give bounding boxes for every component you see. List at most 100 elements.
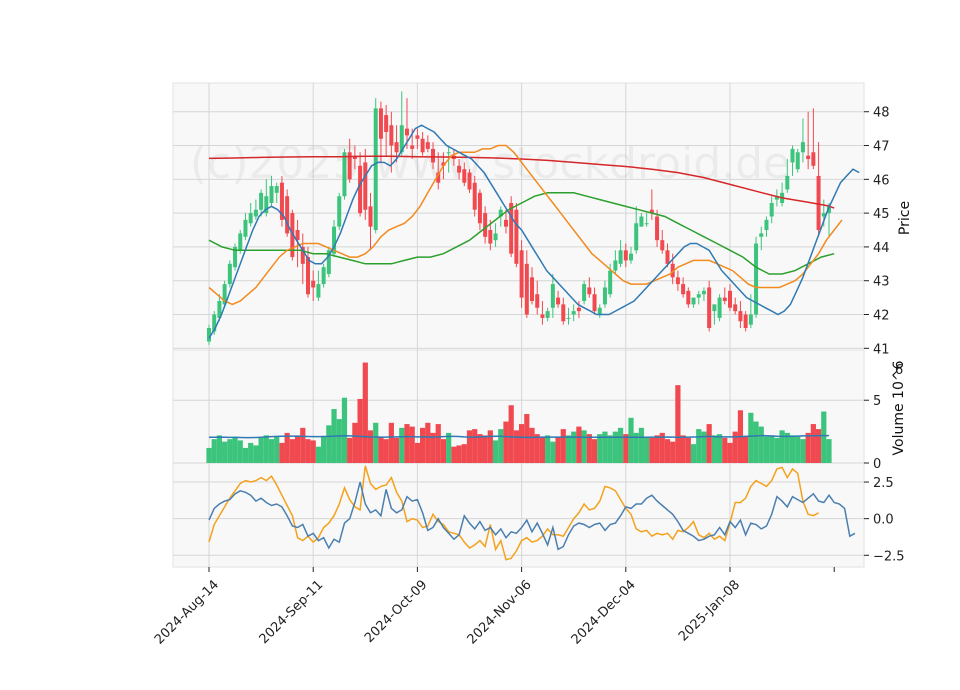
- volume-bar: [612, 431, 618, 463]
- volume-bar: [716, 434, 723, 463]
- candle-body: [592, 294, 597, 312]
- volume-bar: [321, 436, 327, 463]
- volume-bar: [258, 437, 264, 463]
- volume-bar: [503, 421, 509, 463]
- volume-bar: [597, 434, 603, 463]
- candle-body: [279, 182, 284, 220]
- candle-body: [712, 304, 717, 312]
- candle-body: [655, 216, 660, 241]
- volume-bar: [461, 444, 467, 463]
- volume-bar: [670, 441, 676, 463]
- candle-body: [774, 196, 779, 200]
- candle-body: [488, 230, 493, 244]
- volume-bar: [607, 435, 613, 463]
- candle-body: [811, 152, 816, 166]
- volume-bar: [779, 430, 785, 463]
- candle-body: [472, 182, 477, 210]
- volume-bar: [638, 427, 645, 463]
- candle-body: [644, 223, 649, 225]
- volume-exponent: 6: [895, 363, 903, 378]
- volume-bar: [211, 439, 217, 463]
- price-tick-label: 47: [873, 140, 890, 155]
- candle-body: [384, 115, 389, 133]
- volume-bar: [555, 436, 561, 463]
- volume-bar: [539, 436, 546, 463]
- volume-bar: [529, 427, 535, 463]
- volume-tick-label: 0: [873, 457, 881, 472]
- candle-body: [446, 152, 451, 154]
- volume-bar: [279, 442, 285, 463]
- candle-body: [800, 142, 805, 153]
- candle-body: [660, 240, 665, 251]
- volume-bar: [430, 432, 436, 463]
- volume-bar: [362, 362, 368, 463]
- x-tick-label: 2024-Oct-09: [362, 577, 430, 645]
- candle-body: [305, 257, 310, 295]
- candle-body: [363, 162, 368, 210]
- volume-bar: [237, 440, 243, 463]
- volume-bar: [519, 424, 525, 463]
- candle-body: [686, 290, 691, 305]
- candle-body: [696, 294, 701, 298]
- volume-bar: [586, 434, 592, 463]
- candle-body: [410, 145, 415, 149]
- candle-body: [738, 311, 743, 322]
- volume-bar: [826, 439, 832, 463]
- candle-body: [556, 297, 561, 305]
- candle-body: [404, 128, 409, 136]
- volume-bar: [565, 435, 572, 463]
- candle-body: [212, 314, 217, 332]
- candle-body: [389, 125, 394, 146]
- candle-body: [300, 246, 305, 264]
- volume-bar: [216, 435, 223, 463]
- volume-bar: [305, 439, 311, 463]
- price-tick-label: 44: [873, 241, 890, 256]
- oscillator-signal-line: [208, 465, 819, 561]
- candle-body: [269, 186, 274, 203]
- volume-bar: [550, 441, 556, 463]
- volume-bar: [534, 434, 540, 463]
- volume-bar: [545, 435, 551, 463]
- candle-body: [681, 284, 686, 295]
- volume-bar: [268, 439, 275, 463]
- volume-bar: [763, 436, 770, 463]
- volume-bar: [477, 434, 483, 463]
- volume-bar: [743, 436, 749, 463]
- candle-body: [425, 142, 430, 149]
- volume-axis-label: Volume 10^6: [891, 360, 907, 455]
- sma-mid-line: [208, 144, 843, 306]
- candle-body: [259, 192, 264, 210]
- oscillator-panel-bg: [172, 462, 865, 568]
- volume-bar: [591, 439, 598, 463]
- sma-long-line: [208, 155, 835, 209]
- candle-body: [431, 148, 436, 163]
- candle-body: [498, 209, 503, 217]
- oscillator-tick-label: −2.5: [873, 549, 905, 564]
- volume-bar: [815, 429, 822, 463]
- x-tick-label: 2024-Nov-06: [465, 577, 535, 647]
- volume-bar: [732, 431, 738, 463]
- candle-body: [477, 192, 482, 224]
- volume-bar: [774, 437, 780, 463]
- candle-body: [816, 175, 821, 231]
- volume-bar: [310, 440, 316, 463]
- oscillator-main-line: [208, 481, 856, 551]
- x-tick-label: 2024-Aug-14: [152, 577, 222, 647]
- volume-bar: [420, 427, 426, 463]
- candle-body: [717, 297, 722, 318]
- volume-bar: [810, 424, 816, 463]
- candle-body: [436, 172, 441, 183]
- candle-body: [535, 294, 540, 308]
- volume-bar: [805, 432, 811, 463]
- candle-body: [483, 213, 488, 237]
- volume-bar: [253, 445, 259, 463]
- volume-bar: [748, 412, 754, 463]
- volume-bar: [326, 425, 332, 463]
- candle-body: [733, 304, 738, 312]
- volume-bar: [451, 446, 457, 463]
- candle-body: [378, 108, 383, 139]
- candle-body: [321, 267, 326, 285]
- volume-bar: [628, 417, 634, 463]
- candle-body: [701, 290, 706, 295]
